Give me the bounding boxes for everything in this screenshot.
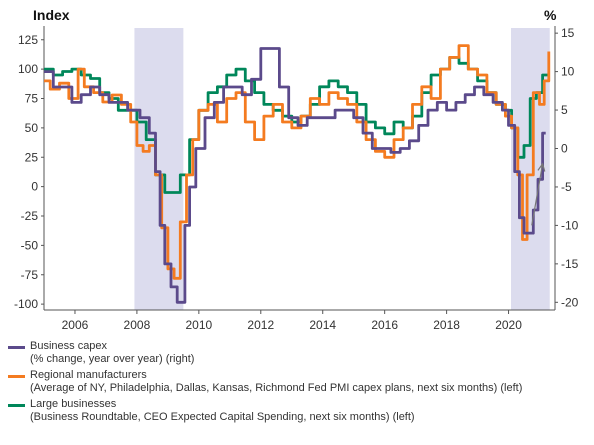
right-tick-label: -10 bbox=[561, 218, 579, 232]
left-tick-label: 125 bbox=[18, 33, 38, 47]
right-tick-label: 15 bbox=[561, 26, 575, 40]
legend-swatch bbox=[8, 375, 25, 378]
chart-series bbox=[44, 44, 551, 304]
x-tick-label: 2016 bbox=[371, 318, 398, 332]
right-tick-label: -20 bbox=[561, 295, 579, 309]
left-tick-label: -75 bbox=[21, 268, 39, 282]
left-tick-label: -25 bbox=[21, 209, 39, 223]
series-line-business-capex bbox=[44, 47, 546, 304]
legend-swatch bbox=[8, 404, 25, 407]
left-tick-label: 50 bbox=[25, 121, 39, 135]
left-tick-label: -50 bbox=[21, 238, 39, 252]
right-tick-label: -15 bbox=[561, 257, 579, 271]
legend-item-regional-manufacturers: Regional manufacturers (Average of NY, P… bbox=[8, 369, 588, 395]
left-tick-label: 25 bbox=[25, 150, 39, 164]
left-tick-label: -100 bbox=[14, 297, 38, 311]
x-tick-label: 2012 bbox=[247, 318, 274, 332]
legend-series-name: Business capex bbox=[30, 340, 108, 352]
series-line-large-businesses bbox=[44, 56, 549, 194]
legend-series-name: Large businesses bbox=[30, 398, 117, 410]
right-axis-title: % bbox=[544, 7, 557, 23]
x-tick-label: 2006 bbox=[62, 318, 89, 332]
right-tick-label: -5 bbox=[561, 180, 572, 194]
right-tick-label: 10 bbox=[561, 65, 575, 79]
arrow-shaft bbox=[531, 163, 544, 226]
legend-series-detail: (Average of NY, Philadelphia, Dallas, Ka… bbox=[30, 382, 523, 394]
trend-arrow-annotation bbox=[531, 162, 546, 226]
legend-series-name: Regional manufacturers bbox=[30, 369, 147, 381]
chart-axes bbox=[41, 26, 558, 314]
legend-item-business-capex: Business capex (% change, year over year… bbox=[8, 340, 588, 366]
left-axis-title: Index bbox=[33, 7, 70, 23]
legend-series-detail: (Business Roundtable, CEO Expected Capit… bbox=[30, 411, 415, 423]
legend-item-large-businesses: Large businesses (Business Roundtable, C… bbox=[8, 398, 588, 424]
left-tick-label: 75 bbox=[25, 92, 39, 106]
arrow-head bbox=[537, 162, 546, 172]
tick-labels: 1251007550250-25-50-75-100151050-5-10-15… bbox=[14, 26, 579, 332]
x-tick-label: 2014 bbox=[309, 318, 336, 332]
x-tick-label: 2008 bbox=[124, 318, 151, 332]
legend-swatch bbox=[8, 346, 25, 349]
series-line-regional-manufacturers bbox=[44, 44, 551, 280]
recession-band bbox=[134, 28, 184, 310]
left-tick-label: 0 bbox=[31, 180, 38, 194]
right-tick-label: 0 bbox=[561, 142, 568, 156]
right-tick-label: 5 bbox=[561, 103, 568, 117]
x-tick-label: 2010 bbox=[185, 318, 212, 332]
legend-series-detail: (% change, year over year) (right) bbox=[30, 353, 195, 365]
x-tick-label: 2018 bbox=[433, 318, 460, 332]
line-chart: 1251007550250-25-50-75-100151050-5-10-15… bbox=[14, 7, 579, 332]
x-tick-label: 2020 bbox=[495, 318, 522, 332]
left-tick-label: 100 bbox=[18, 62, 38, 76]
chart-legend: Business capex (% change, year over year… bbox=[8, 340, 588, 427]
